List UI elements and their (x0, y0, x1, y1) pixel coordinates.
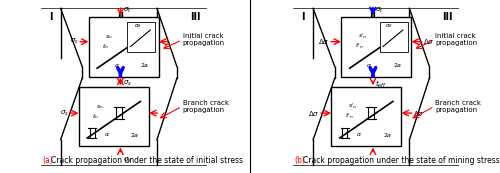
Text: $2a$: $2a$ (140, 61, 150, 69)
Text: $\Delta\sigma$: $\Delta\sigma$ (318, 37, 330, 46)
Bar (127, 22, 156, 52)
Text: $\alpha$: $\alpha$ (104, 131, 110, 138)
Text: $\sigma_s$: $\sigma_s$ (60, 108, 69, 118)
Bar (332, 86, 401, 146)
Bar (380, 22, 408, 52)
Text: $\alpha$: $\alpha$ (356, 131, 362, 138)
Text: II: II (370, 12, 376, 22)
Text: $t_n$: $t_n$ (92, 112, 99, 121)
Text: $\Delta\sigma$: $\Delta\sigma$ (423, 37, 434, 46)
Text: $2a$: $2a$ (393, 61, 402, 69)
Text: $t'_n$: $t'_n$ (344, 111, 354, 121)
Bar (342, 17, 411, 76)
Text: $t'_n$: $t'_n$ (354, 41, 364, 51)
Text: Initial crack
propagation: Initial crack propagation (182, 33, 225, 46)
Text: $s'_n$: $s'_n$ (348, 101, 358, 111)
Text: (a): (a) (42, 156, 53, 165)
Text: Branch crack
propagation: Branch crack propagation (182, 100, 228, 113)
Text: $\sigma_\theta$: $\sigma_\theta$ (134, 22, 141, 30)
Text: II: II (117, 12, 124, 22)
Text: Crack propagation under the state of initial stress: Crack propagation under the state of ini… (50, 156, 242, 165)
Bar (89, 17, 158, 76)
Text: $s_n$: $s_n$ (106, 33, 113, 41)
Text: $\sigma_t$: $\sigma_t$ (376, 6, 384, 15)
Text: $2a$: $2a$ (130, 131, 140, 139)
Bar (79, 86, 148, 146)
Text: $\sigma_\theta$: $\sigma_\theta$ (384, 22, 392, 30)
Text: $2a$: $2a$ (383, 131, 392, 139)
Text: $\sigma_s$: $\sigma_s$ (123, 155, 132, 165)
Text: $t_n$: $t_n$ (102, 42, 109, 51)
Text: I: I (302, 12, 305, 22)
Text: $\Delta\sigma$: $\Delta\sigma$ (308, 109, 320, 118)
Text: $\sigma_t$: $\sigma_t$ (123, 6, 132, 15)
Text: I: I (49, 12, 52, 22)
Text: $s'_n$: $s'_n$ (358, 31, 368, 41)
Text: $\Delta\sigma$: $\Delta\sigma$ (413, 109, 424, 118)
Text: $\sigma_s$: $\sigma_s$ (123, 79, 132, 88)
Text: $t_{eff}$: $t_{eff}$ (376, 79, 387, 90)
Text: Branch crack
propagation: Branch crack propagation (435, 100, 481, 113)
Text: (b): (b) (295, 156, 306, 165)
Text: $\sigma_s$: $\sigma_s$ (70, 37, 79, 46)
Text: $s_n$: $s_n$ (96, 103, 104, 111)
Text: Crack propagation under the state of mining stress: Crack propagation under the state of min… (303, 156, 500, 165)
Text: III: III (442, 12, 453, 22)
Text: $\alpha$: $\alpha$ (114, 62, 120, 69)
Text: III: III (190, 12, 200, 22)
Text: Initial crack
propagation: Initial crack propagation (435, 33, 478, 46)
Text: $\alpha$: $\alpha$ (366, 62, 372, 69)
